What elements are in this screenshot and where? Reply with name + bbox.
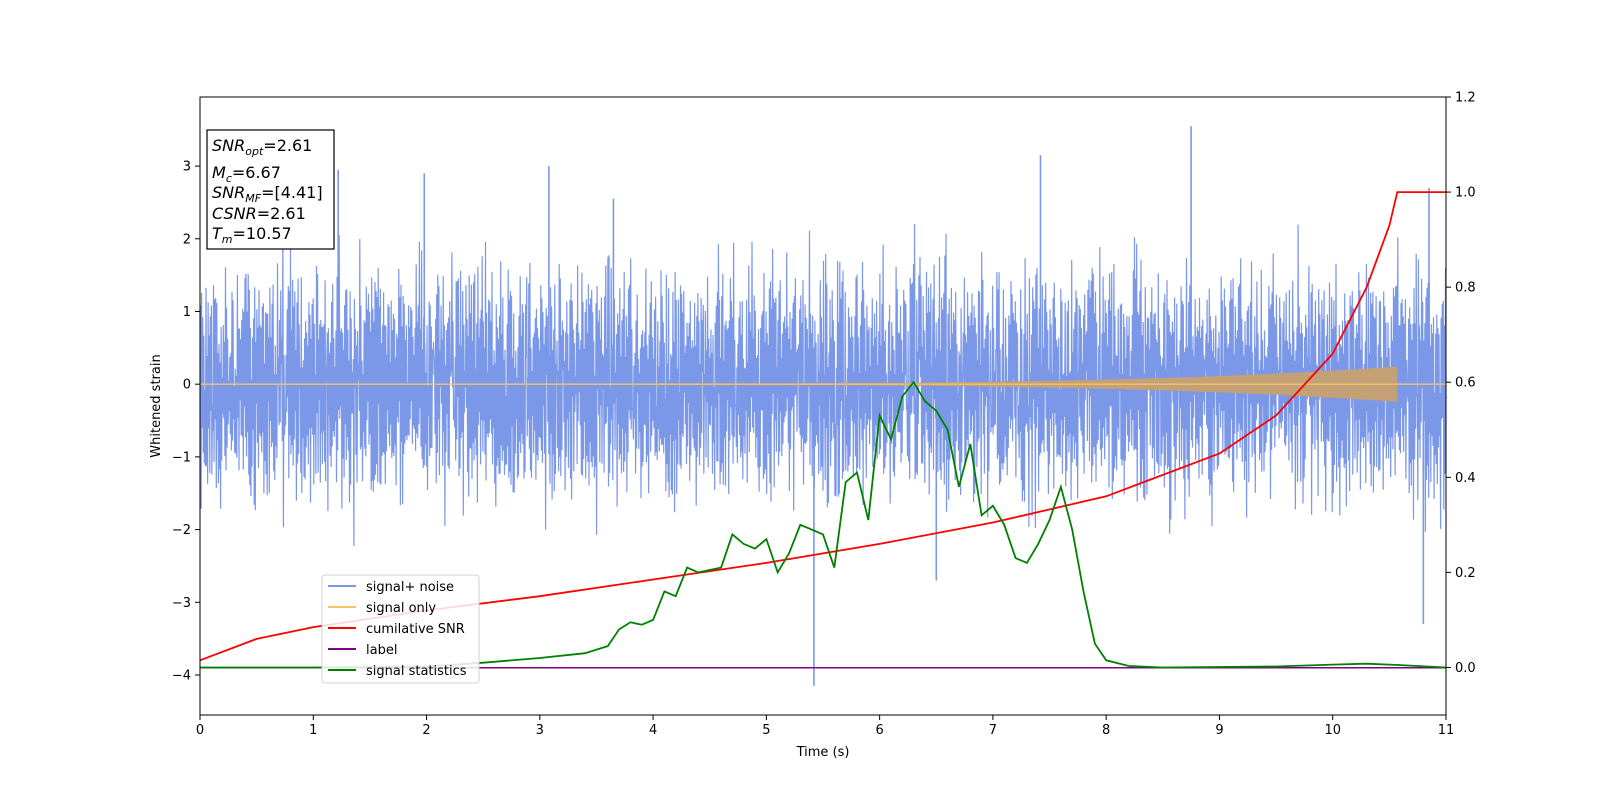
y-tick-label: −3 (172, 596, 191, 611)
x-tick-label: 0 (196, 723, 204, 738)
axes: 0 1 2 3 4 5 6 7 8 9 10 11 −4 −3 −2 −1 0 1 2 3 0.0 0.2 0.4 0.6 0.… (172, 91, 1476, 739)
legend-label-signal-noise: signal+ noise (366, 580, 454, 595)
y-tick-label: 0 (183, 378, 191, 393)
y2-tick-label: 0.6 (1455, 376, 1476, 391)
x-tick-label: 1 (309, 723, 317, 738)
x-tick-label: 4 (649, 723, 657, 738)
x-tick-label: 3 (536, 723, 544, 738)
y-tick-label: 1 (183, 305, 191, 320)
x-tick-label: 9 (1215, 723, 1223, 738)
axes-frame (199, 96, 1447, 716)
y2-tick-label: 0.8 (1455, 281, 1476, 296)
annotation-snr-opt: SNRopt=2.61 (212, 136, 312, 158)
annotation-box: SNRopt=2.61 Mc=6.67 SNRMF=[4.41] CSNR=2.… (206, 129, 335, 250)
x-tick-label: 10 (1324, 723, 1341, 738)
legend: signal+ noise signal only cumilative SNR… (321, 574, 480, 684)
y-tick-label: 2 (183, 232, 191, 247)
x-tick-label: 5 (762, 723, 770, 738)
annotation-mc: Mc=6.67 (212, 163, 281, 185)
legend-frame (321, 574, 480, 684)
y2-tick-label: 0.0 (1455, 661, 1476, 676)
legend-item-signal-statistics: signal statistics (328, 664, 467, 679)
y-axis-label: Whitened strain (149, 354, 164, 457)
legend-item-cumulative-snr: cumilative SNR (328, 622, 465, 637)
y2-tick-label: 0.4 (1455, 471, 1476, 486)
x-tick-label: 7 (989, 723, 997, 738)
legend-item-signal-noise: signal+ noise (328, 580, 454, 595)
annotation-frame (206, 129, 335, 250)
legend-item-label: label (328, 643, 397, 658)
y-tick-label: −4 (172, 669, 191, 684)
signal-noise-line (200, 214, 1446, 547)
x-tick-label: 6 (875, 723, 883, 738)
signal-statistics-line (200, 380, 1446, 669)
x-tick-label: 8 (1102, 723, 1110, 738)
y2-tick-label: 1.0 (1455, 186, 1476, 201)
y2-tick-label: 1.2 (1455, 91, 1476, 106)
y-tick-label: −2 (172, 523, 191, 538)
y2-tick-label: 0.2 (1455, 566, 1476, 581)
legend-label-signal-only: signal only (366, 601, 436, 616)
legend-item-signal-only: signal only (328, 601, 436, 616)
x-tick-label: 2 (422, 723, 430, 738)
y-tick-label: 3 (183, 160, 191, 175)
legend-label-cumulative-snr: cumilative SNR (366, 622, 465, 637)
annotation-csnr: CSNR=2.61 (212, 204, 306, 223)
annotation-snr-mf: SNRMF=[4.41] (212, 183, 323, 205)
annotation-tm: Tm=10.57 (212, 224, 292, 246)
legend-label-label: label (366, 643, 397, 658)
x-axis-label: Time (s) (796, 745, 850, 760)
x-tick-label: 11 (1438, 723, 1455, 738)
legend-label-signal-statistics: signal statistics (366, 664, 467, 679)
y-tick-label: −1 (172, 450, 191, 465)
